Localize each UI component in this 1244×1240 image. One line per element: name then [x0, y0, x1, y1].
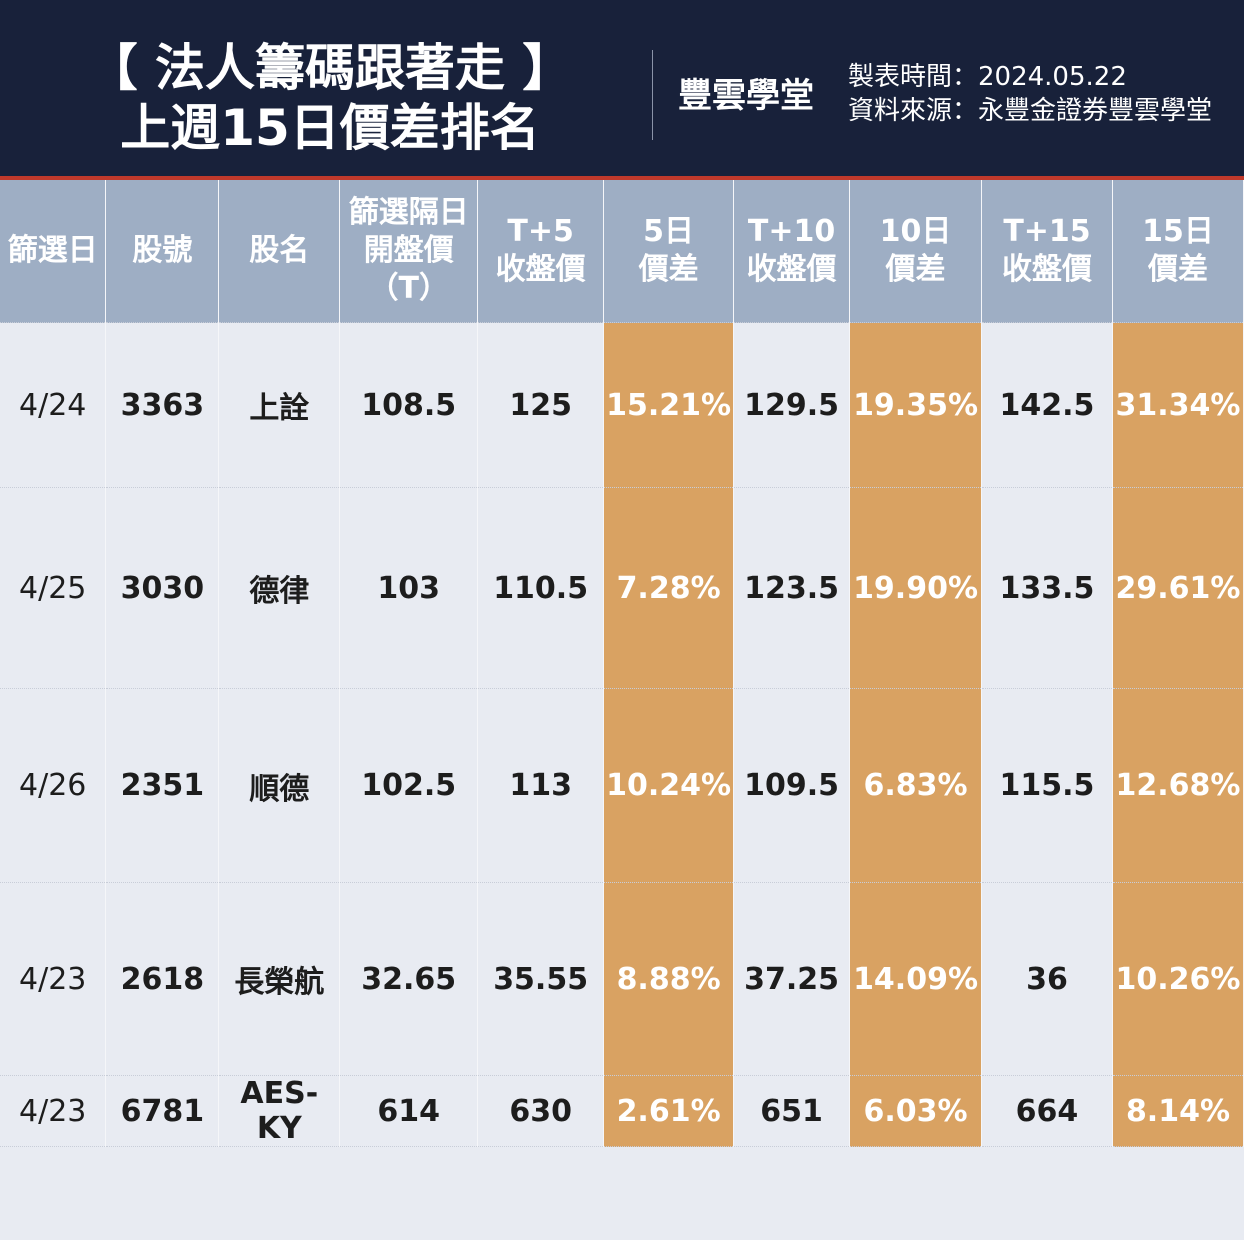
- header-line: 開盤價: [363, 233, 454, 268]
- separator: [652, 50, 653, 140]
- column-header: 10日 價差: [849, 180, 983, 323]
- header-banner: 【 法人籌碼跟著走 】 上週15日價差排名 豐雲學堂 製表時間：2024.05.…: [0, 0, 1244, 180]
- header-line: 價差: [638, 252, 699, 287]
- table-cell: 664: [981, 1075, 1113, 1147]
- header-line: 15日: [1142, 214, 1214, 249]
- table-cell: 2.61%: [603, 1075, 735, 1147]
- table-cell: 4/23: [0, 1075, 107, 1147]
- table-row: 4/23 2618 長榮航 32.65 35.55 8.88% 37.25 14.09% 36 1…: [0, 882, 1244, 1076]
- table-cell: 6.03%: [849, 1075, 983, 1147]
- column-header: T+5 收盤價: [477, 180, 605, 323]
- table-cell: 36: [981, 882, 1113, 1076]
- table-cell: 4/25: [0, 487, 107, 689]
- table-cell: 123.5: [733, 487, 851, 689]
- table-cell: 125: [477, 322, 605, 488]
- table-cell: 19.90%: [849, 487, 983, 689]
- header-line: 收盤價: [1001, 252, 1092, 287]
- column-header: 5日 價差: [603, 180, 735, 323]
- table-cell: 8.88%: [603, 882, 735, 1076]
- table-cell: 2351: [105, 688, 220, 883]
- table-cell: 15.21%: [603, 322, 735, 488]
- table-cell: 133.5: [981, 487, 1113, 689]
- table-cell: 德律: [218, 487, 341, 689]
- header-line: 價差: [1147, 252, 1208, 287]
- table-cell: 651: [733, 1075, 851, 1147]
- table-cell: 110.5: [477, 487, 605, 689]
- table-cell: 4/24: [0, 322, 107, 488]
- table-cell: 長榮航: [218, 882, 341, 1076]
- header-line: 篩選日: [7, 233, 98, 268]
- column-header: 股號: [105, 180, 220, 323]
- table-row: 4/23 6781 AES-KY 614 630 2.61% 651 6.03% 664 8.14…: [0, 1075, 1244, 1147]
- table-cell: 上詮: [218, 322, 341, 488]
- column-header: 篩選日: [0, 180, 107, 323]
- table-cell: 7.28%: [603, 487, 735, 689]
- table-cell: 2618: [105, 882, 220, 1076]
- table-cell: 115.5: [981, 688, 1113, 883]
- header-line: 股名: [249, 233, 310, 268]
- header-line: T+10: [747, 214, 836, 249]
- header-line: 收盤價: [495, 252, 586, 287]
- title-line: 上週15日價差排名: [120, 99, 540, 157]
- header-line: T+15: [1003, 214, 1091, 249]
- table-cell: 37.25: [733, 882, 851, 1076]
- logo: 豐雲學堂: [678, 76, 814, 116]
- table-cell: 614: [339, 1075, 479, 1147]
- title-line: 【 法人籌碼跟著走 】: [87, 39, 573, 97]
- table-cell: 103: [339, 487, 479, 689]
- table-cell: 6781: [105, 1075, 220, 1147]
- table-cell: 29.61%: [1112, 487, 1244, 689]
- table-cell: 10.24%: [603, 688, 735, 883]
- column-header: 15日 價差: [1112, 180, 1244, 323]
- column-header: T+10 收盤價: [733, 180, 851, 323]
- header-line: 5日: [643, 214, 695, 249]
- column-header: 篩選隔日 開盤價 （T）: [339, 180, 479, 323]
- table-cell: 109.5: [733, 688, 851, 883]
- meta-line: 製表時間：2024.05.22: [848, 62, 1127, 92]
- table-row: 4/26 2351 順德 102.5 113 10.24% 109.5 6.83% 115.5 1…: [0, 688, 1244, 883]
- table-cell: 3030: [105, 487, 220, 689]
- header-line: 價差: [885, 252, 946, 287]
- meta-line: 資料來源：永豐金證券豐雲學堂: [848, 96, 1213, 126]
- table-cell: 31.34%: [1112, 322, 1244, 488]
- header-line: T+5: [507, 214, 574, 249]
- table-cell: 順德: [218, 688, 341, 883]
- table-cell: 102.5: [339, 688, 479, 883]
- table-cell: 108.5: [339, 322, 479, 488]
- table-cell: 19.35%: [849, 322, 983, 488]
- header-line: 10日: [879, 214, 952, 249]
- table-cell: 12.68%: [1112, 688, 1244, 883]
- ranking-table: 篩選日 股號 股名 篩選隔日 開盤價 （T） T+5 收盤價 5日 價差 T+10 收盤價 10日 價差 T…: [0, 180, 1244, 1147]
- column-header: 股名: [218, 180, 341, 323]
- header-line: 篩選隔日: [348, 195, 469, 230]
- table-cell: 35.55: [477, 882, 605, 1076]
- table-cell: 3363: [105, 322, 220, 488]
- table-cell: 4/23: [0, 882, 107, 1076]
- column-header: T+15 收盤價: [981, 180, 1113, 323]
- table-row: 4/24 3363 上詮 108.5 125 15.21% 129.5 19.35% 142.5…: [0, 322, 1244, 488]
- table-cell: 10.26%: [1112, 882, 1244, 1076]
- table-cell: 32.65: [339, 882, 479, 1076]
- table-cell: 630: [477, 1075, 605, 1147]
- table-cell: 8.14%: [1112, 1075, 1244, 1147]
- table-cell: AES-KY: [218, 1075, 341, 1147]
- table-cell: 129.5: [733, 322, 851, 488]
- table-row: 4/25 3030 德律 103 110.5 7.28% 123.5 19.90% 133.5 2…: [0, 487, 1244, 689]
- table-cell: 6.83%: [849, 688, 983, 883]
- header-line: 收盤價: [746, 252, 837, 287]
- table-cell: 142.5: [981, 322, 1113, 488]
- table-cell: 4/26: [0, 688, 107, 883]
- header-line: （T）: [368, 271, 449, 306]
- header-line: 股號: [132, 233, 193, 268]
- table-cell: 14.09%: [849, 882, 983, 1076]
- table-cell: 113: [477, 688, 605, 883]
